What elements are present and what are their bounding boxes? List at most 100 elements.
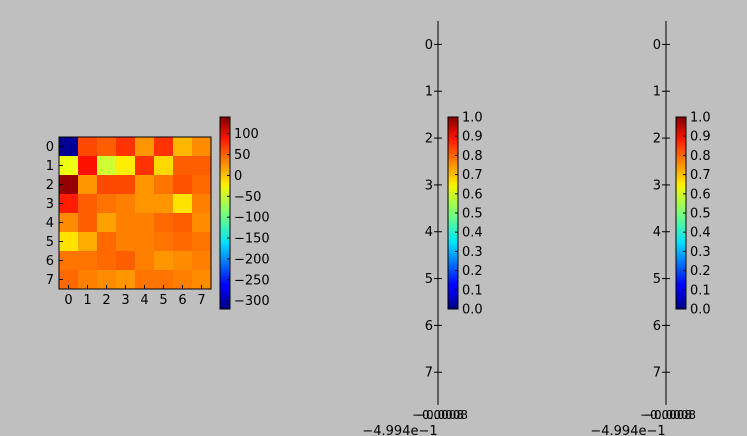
heatmap-cell — [192, 270, 212, 290]
colorbar-tick-label: 0.6 — [462, 187, 483, 202]
colorbar-tick-label: 0.8 — [462, 149, 483, 164]
axes-3-x-tick-label-overlap: −0.0008 — [644, 408, 696, 422]
heatmap-x-tick-label: 7 — [197, 293, 205, 308]
colorbar-tick-label: 0.3 — [462, 245, 483, 260]
heatmap-cell — [154, 251, 174, 271]
axes-y-tick-label: 7 — [425, 366, 433, 381]
heatmap-cell — [192, 213, 212, 233]
colorbar-tick-label: 0 — [234, 169, 242, 184]
colorbar-tick-label: −50 — [234, 190, 261, 205]
colorbar-tick-label: 0.2 — [690, 264, 711, 279]
heatmap-cell — [59, 270, 79, 290]
colorbar-tick-label: 0.1 — [690, 283, 711, 298]
colorbar-tick-label: 0.9 — [690, 130, 711, 145]
colorbar-tick-label: 0.6 — [690, 187, 711, 202]
heatmap-x-tick-label: 6 — [178, 293, 186, 308]
heatmap-cell — [135, 137, 155, 157]
heatmap-cell — [116, 175, 136, 195]
heatmap-cell — [78, 251, 98, 271]
heatmap-cell — [173, 156, 193, 176]
axes-y-tick-label: 6 — [653, 319, 661, 334]
heatmap-cell — [78, 194, 98, 214]
heatmap-cell — [173, 194, 193, 214]
colorbar-tick-label: −300 — [234, 294, 270, 309]
colorbar-tick-label: 0.8 — [690, 149, 711, 164]
heatmap-y-tick-label: 6 — [46, 254, 54, 269]
heatmap-y-tick-label: 3 — [46, 197, 54, 212]
colorbar-2-ticks: 1.0 0.9 0.8 0.7 0.6 0.5 0.4 0.3 0.2 0.1 0.0 — [455, 111, 483, 318]
heatmap-cell — [192, 175, 212, 195]
heatmap-cell — [173, 251, 193, 271]
heatmap-frame — [58, 136, 212, 290]
colorbar-tick-label: 0.7 — [462, 168, 483, 183]
heatmap-cell — [116, 251, 136, 271]
axes-y-tick-label: 4 — [653, 225, 661, 240]
axes-3-x-tick-label: −0.0008 — [640, 408, 692, 422]
heatmap-x-tick-label: 0 — [64, 293, 72, 308]
axes-y-tick-label: 7 — [653, 366, 661, 381]
heatmap-y-tick-label: 0 — [46, 140, 54, 155]
colorbar-tick-label: 0.4 — [462, 226, 483, 241]
heatmap-cell — [59, 232, 79, 252]
heatmap-cell — [97, 270, 117, 290]
heatmap-cell — [97, 213, 117, 233]
axes-y-tick-label: 1 — [653, 85, 661, 100]
heatmap-cell — [97, 175, 117, 195]
heatmap-cell — [173, 270, 193, 290]
heatmap-cell — [154, 156, 174, 176]
colorbar-1-ticks: 100 50 0 −50 −100 −150 −200 −250 −300 — [227, 127, 270, 309]
axes-y-tick-label: 5 — [653, 272, 661, 287]
heatmap-cell — [78, 213, 98, 233]
heatmap-cell — [192, 194, 212, 214]
heatmap-cell — [154, 175, 174, 195]
heatmap-x-tick-label: 4 — [140, 293, 148, 308]
heatmap-cell — [173, 175, 193, 195]
heatmap-cell — [192, 251, 212, 271]
heatmap-cells — [59, 137, 212, 290]
colorbar-tick-label: 1.0 — [690, 111, 711, 126]
colorbar-tick-label: 0.0 — [462, 303, 483, 318]
heatmap-cell — [59, 175, 79, 195]
colorbar-tick-label: −250 — [234, 273, 270, 288]
axes-2-x-tick-label: −0.0008 — [412, 408, 464, 422]
heatmap-x-tick-label: 3 — [121, 293, 129, 308]
heatmap-cell — [173, 213, 193, 233]
heatmap-cell — [78, 232, 98, 252]
heatmap-cell — [135, 194, 155, 214]
axes-y-tick-label: 0 — [653, 38, 661, 53]
heatmap-cell — [59, 213, 79, 233]
heatmap-cell — [154, 137, 174, 157]
axes-2-y-ticks: 0 1 2 3 4 5 6 7 — [425, 38, 442, 381]
axes-y-tick-label: 1 — [425, 85, 433, 100]
heatmap-cell — [59, 156, 79, 176]
heatmap-y-tick-label: 7 — [46, 273, 54, 288]
colorbar-1 — [219, 116, 231, 310]
colorbar-3-ticks: 1.0 0.9 0.8 0.7 0.6 0.5 0.4 0.3 0.2 0.1 0.0 — [683, 111, 711, 318]
heatmap-cell — [116, 137, 136, 157]
heatmap-cell — [154, 194, 174, 214]
heatmap-cell — [135, 251, 155, 271]
heatmap-cell — [135, 175, 155, 195]
heatmap-x-tick-label: 5 — [159, 293, 167, 308]
empty-axes-panel-2: 0 1 2 3 4 5 6 7 −0.0008 −0.0008 −4.994e−1 1.0 0.… — [362, 21, 483, 436]
heatmap-cell — [135, 156, 155, 176]
heatmap-cell — [192, 156, 212, 176]
heatmap-cell — [116, 194, 136, 214]
heatmap-cell — [97, 232, 117, 252]
heatmap-cell — [97, 137, 117, 157]
heatmap-cell — [78, 270, 98, 290]
heatmap-y-tick-label: 1 — [46, 159, 54, 174]
heatmap-cell — [192, 137, 212, 157]
heatmap-x-tick-label: 1 — [83, 293, 91, 308]
colorbar-tick-label: 0.0 — [690, 303, 711, 318]
axes-3-x-offset-label: −4.994e−1 — [590, 424, 665, 436]
heatmap-cell — [173, 232, 193, 252]
heatmap-cell — [59, 251, 79, 271]
heatmap-cell — [135, 213, 155, 233]
colorbar-tick-label: 100 — [234, 127, 259, 142]
heatmap-y-tick-label: 5 — [46, 235, 54, 250]
heatmap-cell — [78, 175, 98, 195]
heatmap-y-ticks: 0 1 2 3 4 5 6 7 — [46, 140, 63, 288]
